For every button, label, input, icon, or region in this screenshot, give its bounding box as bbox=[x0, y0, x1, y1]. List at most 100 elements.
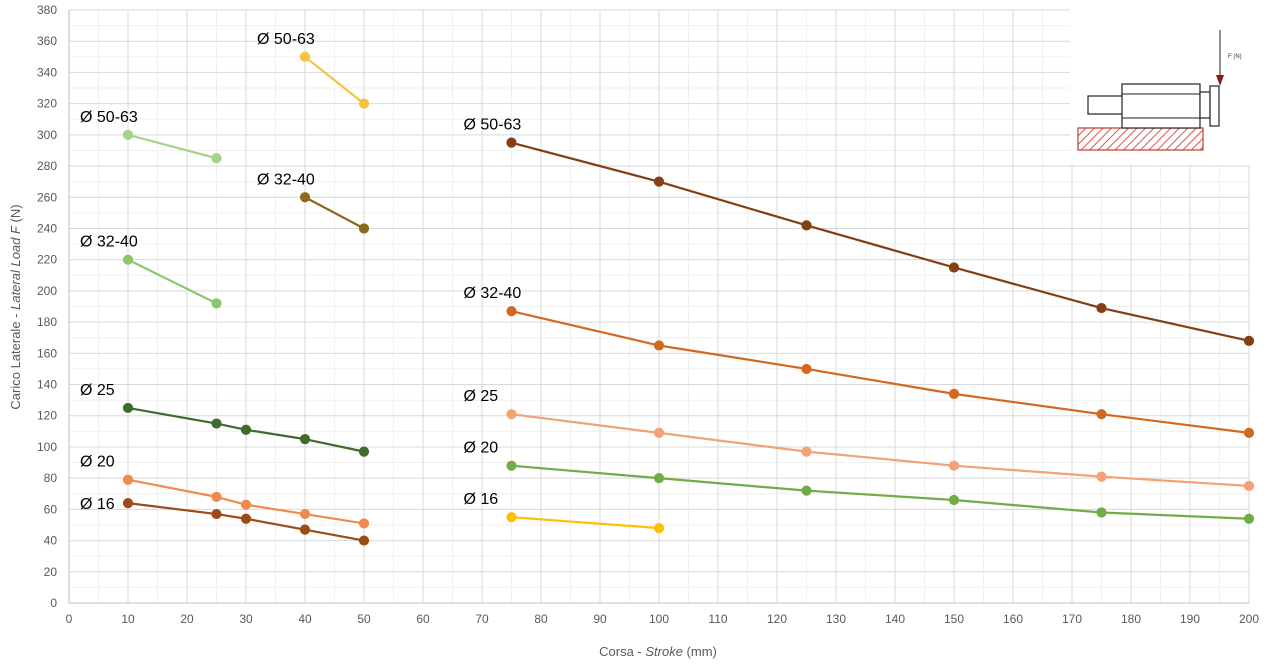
data-point bbox=[122, 254, 134, 265]
x-tick-label: 50 bbox=[357, 612, 371, 626]
x-tick-label: 150 bbox=[944, 612, 964, 626]
x-tick-label: 80 bbox=[534, 612, 548, 626]
data-point bbox=[211, 298, 222, 309]
x-tick-label: 0 bbox=[66, 612, 73, 626]
inset-force-label: F (N) bbox=[1228, 54, 1242, 60]
y-tick-label: 40 bbox=[44, 534, 58, 548]
x-axis-title: Corsa - Stroke (mm) bbox=[599, 644, 717, 659]
y-tick-label: 380 bbox=[37, 3, 57, 17]
series-line bbox=[511, 464, 1250, 520]
data-point bbox=[801, 220, 812, 231]
y-tick-label: 0 bbox=[50, 596, 57, 610]
series-label: Ø 25 bbox=[80, 382, 115, 399]
data-point bbox=[1243, 335, 1255, 346]
data-point bbox=[506, 409, 517, 420]
data-point bbox=[653, 473, 665, 484]
x-tick-label: 40 bbox=[298, 612, 312, 626]
series-label: Ø 50-63 bbox=[80, 109, 138, 126]
series-line bbox=[511, 310, 1250, 434]
series-line bbox=[511, 413, 1250, 488]
x-tick-label: 10 bbox=[121, 612, 135, 626]
x-tick-label: 100 bbox=[649, 612, 669, 626]
data-point bbox=[948, 262, 960, 273]
cylinder-rod-icon bbox=[1087, 95, 1125, 115]
x-tick-label: 90 bbox=[593, 612, 607, 626]
y-tick-label: 60 bbox=[44, 502, 58, 516]
data-point bbox=[948, 460, 960, 471]
data-point bbox=[506, 137, 517, 148]
chart-series-labels: Ø 50-63 Ø 50-63 Ø 32-40 Ø 32-40 Ø 25 Ø 20 Ø 16… bbox=[80, 31, 521, 513]
chart-series bbox=[122, 51, 1255, 546]
series-line bbox=[127, 133, 217, 160]
data-point bbox=[1243, 427, 1255, 439]
y-tick-label: 100 bbox=[37, 440, 57, 454]
data-point bbox=[211, 153, 222, 164]
data-point bbox=[122, 498, 134, 509]
end-plate-icon bbox=[1209, 85, 1220, 127]
x-tick-label: 20 bbox=[180, 612, 194, 626]
y-tick-label: 180 bbox=[37, 315, 57, 329]
chart-axes: 0 10 20 30 40 50 60 70 80 90 100 110 120 130 140 150 160… bbox=[37, 3, 1259, 626]
cylinder-diagram-inset: F (N) bbox=[1070, 5, 1260, 165]
x-tick-label: 110 bbox=[708, 612, 727, 626]
data-point bbox=[299, 524, 311, 535]
data-point bbox=[240, 499, 252, 510]
data-point bbox=[358, 223, 370, 234]
x-tick-label: 30 bbox=[239, 612, 253, 626]
data-point bbox=[1096, 302, 1107, 314]
series-line bbox=[511, 516, 660, 530]
data-point bbox=[653, 176, 665, 187]
data-point bbox=[948, 494, 960, 506]
data-point bbox=[1096, 471, 1107, 482]
series-label: Ø 32-40 bbox=[464, 285, 522, 302]
x-tick-label: 120 bbox=[767, 612, 787, 626]
hatched-base-icon bbox=[1077, 127, 1204, 151]
data-point bbox=[358, 535, 370, 546]
data-point bbox=[1096, 507, 1107, 518]
cylinder-body-icon bbox=[1121, 83, 1201, 129]
y-axis-title: Carico Laterale - Lateral Load F (N) bbox=[8, 204, 23, 409]
data-point bbox=[1096, 409, 1107, 420]
series-label: Ø 32-40 bbox=[80, 234, 138, 251]
data-point bbox=[801, 363, 812, 375]
series-line bbox=[304, 55, 365, 105]
data-point bbox=[506, 460, 517, 471]
x-tick-label: 130 bbox=[826, 612, 846, 626]
x-tick-label: 190 bbox=[1180, 612, 1200, 626]
data-point bbox=[358, 446, 370, 457]
x-tick-label: 160 bbox=[1003, 612, 1023, 626]
data-point bbox=[358, 98, 370, 109]
series-label: Ø 20 bbox=[80, 454, 115, 471]
data-point bbox=[211, 418, 222, 429]
y-tick-label: 80 bbox=[44, 471, 58, 485]
data-point bbox=[299, 51, 311, 62]
y-tick-label: 120 bbox=[37, 409, 57, 423]
series-line bbox=[304, 196, 365, 230]
y-tick-label: 20 bbox=[44, 565, 58, 579]
data-point bbox=[240, 424, 252, 435]
data-point bbox=[948, 388, 960, 399]
y-tick-label: 360 bbox=[37, 34, 57, 48]
y-tick-label: 280 bbox=[37, 159, 57, 173]
x-tick-label: 200 bbox=[1239, 612, 1259, 626]
y-tick-label: 240 bbox=[37, 221, 57, 235]
data-point bbox=[1243, 480, 1255, 492]
series-label: Ø 16 bbox=[464, 491, 499, 508]
series-label: Ø 16 bbox=[80, 496, 115, 513]
y-tick-label: 320 bbox=[37, 97, 57, 111]
data-point bbox=[211, 508, 222, 520]
data-point bbox=[506, 512, 517, 523]
data-point bbox=[122, 402, 134, 414]
y-tick-label: 140 bbox=[37, 378, 57, 392]
x-tick-label: 70 bbox=[475, 612, 489, 626]
y-tick-label: 160 bbox=[37, 346, 57, 360]
data-point bbox=[122, 129, 134, 140]
data-point bbox=[653, 340, 665, 351]
data-point bbox=[801, 485, 812, 496]
data-point bbox=[506, 306, 517, 317]
y-tick-label: 260 bbox=[37, 190, 57, 204]
data-point bbox=[653, 427, 665, 439]
x-tick-label: 170 bbox=[1062, 612, 1082, 626]
data-point bbox=[122, 474, 134, 485]
